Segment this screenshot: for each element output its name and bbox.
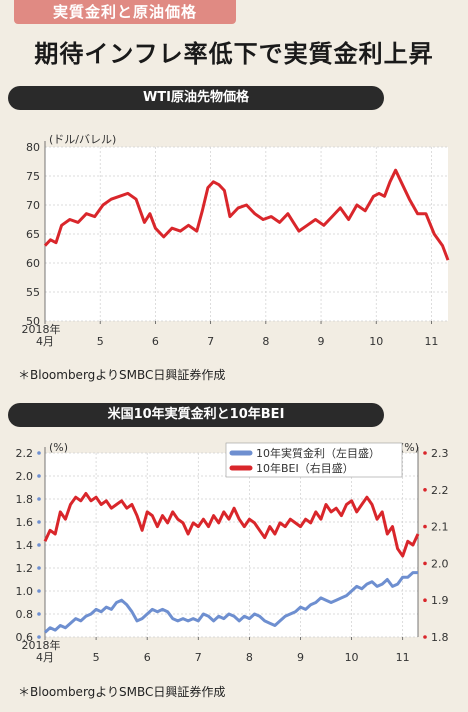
chart2-series-line-bei: [43, 492, 420, 558]
topic-tag: 実質金利と原油価格: [14, 0, 236, 24]
chart2-ytick-left-label: 2.2: [16, 447, 34, 460]
chart2-legend-label-bei: 10年BEI（右目盛）: [256, 461, 354, 475]
chart2-ytick-right-marker: [423, 598, 427, 602]
chart1-ytick-label: 70: [26, 199, 40, 212]
chart2-ytick-right-label: 2.2: [431, 484, 449, 497]
chart1-ytick-label: 80: [26, 141, 40, 154]
chart2-y-unit-left: (%): [49, 441, 68, 454]
chart2-title: 米国10年実質金利と10年BEI: [8, 403, 384, 427]
chart2-ytick-left-label: 0.6: [16, 631, 34, 644]
chart2-ytick-left-label: 1.6: [16, 516, 34, 529]
chart2-ytick-left-marker: [37, 589, 41, 593]
chart1-ytick-label: 75: [26, 170, 40, 183]
chart2-ytick-right-label: 2.1: [431, 521, 449, 534]
chart2-ytick-right-marker: [423, 451, 427, 455]
chart2-ytick-right-label: 1.8: [431, 631, 449, 644]
chart2-ytick-left-marker: [37, 451, 41, 455]
chart2-xtick-label: 6: [144, 651, 151, 664]
chart2-ytick-right-label: 2.0: [431, 557, 449, 570]
chart2-xtick-label: 8: [246, 651, 253, 664]
chart2-source: ＊BloombergよりSMBC日興証券作成: [18, 685, 226, 699]
chart1-y-unit: (ドル/バレル): [49, 133, 116, 146]
chart2-xtick-label: 9: [297, 651, 304, 664]
chart1-xtick-label: 5: [97, 335, 104, 348]
chart2-ytick-left-label: 0.8: [16, 608, 34, 621]
chart2-ytick-right-marker: [423, 635, 427, 639]
chart2-xtick-label: 7: [195, 651, 202, 664]
chart2-ytick-left-marker: [37, 520, 41, 524]
chart2-ytick-left-marker: [37, 566, 41, 570]
chart1-xtick-label: 10: [369, 335, 383, 348]
chart1-xtick-label: 11: [424, 335, 438, 348]
chart1-xtick-label: 9: [318, 335, 325, 348]
chart2-ytick-left-marker: [37, 612, 41, 616]
chart1-xtick-label: 7: [207, 335, 214, 348]
chart2-ytick-left-marker: [37, 543, 41, 547]
chart1-series-line-wti: [43, 168, 450, 261]
chart2-ytick-left-label: 1.2: [16, 562, 34, 575]
chart2-ytick-left-label: 1.8: [16, 493, 34, 506]
chart2-xtick-label-year: 2018年: [22, 638, 61, 652]
chart1-xtick-label: 4月: [36, 335, 54, 348]
headline: 期待インフレ率低下で実質金利上昇: [34, 40, 434, 68]
chart2-ytick-left-marker: [37, 635, 41, 639]
chart2-ytick-right-label: 2.3: [431, 447, 449, 460]
chart2-xtick-label: 10: [345, 651, 359, 664]
chart2-ytick-left-label: 1.4: [16, 539, 34, 552]
chart2-ytick-left-marker: [37, 474, 41, 478]
chart2-legend-box: [225, 442, 403, 478]
chart1-ytick-label: 65: [26, 228, 40, 241]
chart1-source: ＊BloombergよりSMBC日興証券作成: [18, 368, 226, 382]
chart1-xtick-label: 6: [152, 335, 159, 348]
chart2-ytick-right-marker: [423, 561, 427, 566]
chart2-ytick-left-marker: [37, 497, 41, 501]
chart2-real-rate-bei: 0.6 0.8 1.0 1.2 1.4 1.6 1.8 2.0 2.2 1.8 1.9 2.0 2.1 2…: [16, 441, 449, 664]
chart1-ytick-label: 55: [26, 286, 40, 299]
chart1-xtick-label-year: 2018年: [22, 322, 61, 336]
chart1-ytick-label: 60: [26, 257, 40, 270]
chart2-xtick-label: 5: [93, 651, 100, 664]
chart2-y-unit-right: (%): [400, 441, 419, 454]
chart2-ytick-right-label: 1.9: [431, 594, 449, 607]
chart2-legend-label-real-rate: 10年実質金利（左目盛）: [256, 446, 380, 460]
chart2-xtick-label: 4月: [36, 651, 54, 664]
chart1-ytick-label: 50: [26, 315, 40, 328]
chart2-ytick-right-marker: [423, 488, 427, 492]
chart2-series-line-real-rate: [43, 571, 418, 634]
chart2-ytick-right-marker: [423, 524, 427, 529]
chart2-ytick-left-label: 1.0: [16, 585, 34, 598]
chart1-xtick-label: 8: [262, 335, 269, 348]
chart1-title: WTI原油先物価格: [8, 86, 384, 110]
chart2-xtick-label: 11: [396, 651, 410, 664]
chart2-ytick-left-label: 2.0: [16, 470, 34, 483]
